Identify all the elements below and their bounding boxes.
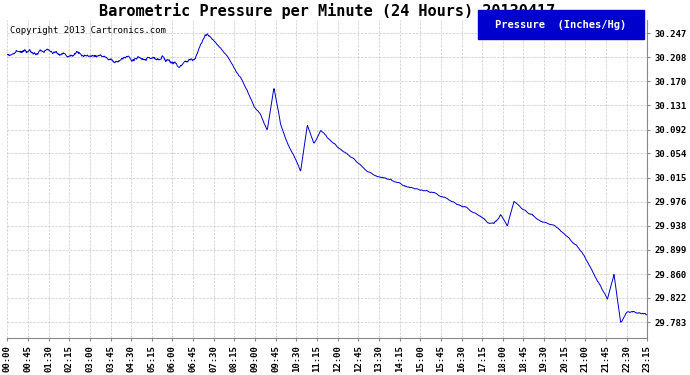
Text: Pressure  (Inches/Hg): Pressure (Inches/Hg) <box>495 20 627 30</box>
FancyBboxPatch shape <box>477 10 644 39</box>
Text: Copyright 2013 Cartronics.com: Copyright 2013 Cartronics.com <box>10 26 166 35</box>
Title: Barometric Pressure per Minute (24 Hours) 20130417: Barometric Pressure per Minute (24 Hours… <box>99 3 555 19</box>
